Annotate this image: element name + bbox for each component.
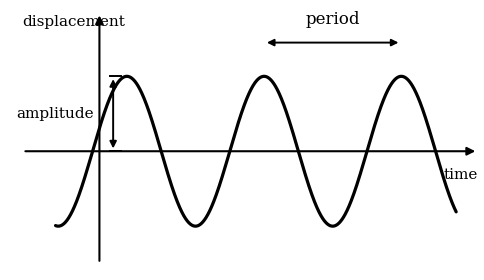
Text: displacement: displacement [23, 15, 125, 29]
Text: time: time [443, 168, 477, 182]
Text: period: period [305, 11, 359, 28]
Text: amplitude: amplitude [16, 107, 94, 121]
